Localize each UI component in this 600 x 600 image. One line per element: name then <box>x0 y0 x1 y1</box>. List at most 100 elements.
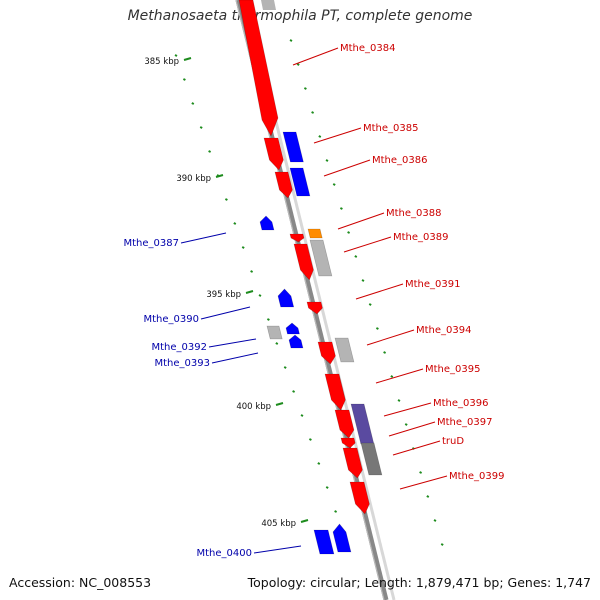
gene-leader-line <box>253 545 302 554</box>
inner-tick-dot <box>266 318 270 321</box>
outer-tick-dot <box>383 351 387 354</box>
map-title: Methanosaeta thermophila PT, complete ge… <box>127 8 473 24</box>
gene-label: Mthe_0399 <box>449 471 505 482</box>
gene-arrow-mthe-0397 <box>340 437 356 449</box>
inner-tick-dot <box>174 54 178 57</box>
gene-label: Mthe_0392 <box>152 342 208 353</box>
inner-tick-dot <box>191 102 195 105</box>
outer-tick-dot <box>419 471 423 474</box>
gene-label: Mthe_0391 <box>405 279 461 290</box>
outer-tick-dot <box>347 231 351 234</box>
scale-tick-label: 390 kbp <box>176 174 211 184</box>
inner-tick-dot <box>208 150 212 153</box>
outer-tick-dot <box>404 423 408 426</box>
gene-box-mthe-0394b <box>334 337 355 363</box>
gene-label: Mthe_0395 <box>425 364 481 375</box>
gene-box-mthe-0392 <box>266 325 283 340</box>
inner-tick-dot <box>250 270 254 273</box>
gene-box-mthe-0389b <box>309 239 333 277</box>
gene-label: Mthe_0396 <box>433 398 489 409</box>
gene-label: Mthe_0390 <box>144 314 200 325</box>
outer-tick-dot <box>318 135 322 138</box>
outer-tick-dot <box>311 111 315 114</box>
inner-tick-dot <box>233 222 237 225</box>
gene-arrow-mthe-0390 <box>277 288 295 308</box>
outer-tick-dot <box>325 159 329 162</box>
gene-arrow-mthe-0393 <box>288 334 304 349</box>
genome-summary-text: Topology: circular; Length: 1,879,471 bp… <box>247 575 591 590</box>
gene-leader-line <box>337 212 385 230</box>
outer-tick-dot <box>397 399 401 402</box>
gene-arrow-mthe-0384 <box>238 0 279 137</box>
gene-leader-line <box>208 338 257 348</box>
gene-box-mthe-0388b <box>307 228 323 239</box>
gene-box-grey <box>261 0 276 10</box>
outer-tick-dot <box>296 63 300 66</box>
inner-tick-dot <box>308 438 312 441</box>
gene-arrow-mthe-0399 <box>349 481 370 515</box>
gene-arrow-mthe-0386 <box>274 171 293 199</box>
outer-tick-dot <box>361 279 365 282</box>
outer-tick-dot <box>303 87 307 90</box>
gene-arrow-mthe-0391 <box>306 301 323 315</box>
gene-leader-line <box>180 232 227 244</box>
outer-tick-dot <box>440 543 444 546</box>
outer-tick-dot <box>368 303 372 306</box>
inner-tick-dot <box>300 414 304 417</box>
outer-tick-dot <box>375 327 379 330</box>
gene-label: Mthe_0388 <box>386 208 442 219</box>
gene-arrow-mthe-0394 <box>317 341 336 365</box>
inner-tick-dot <box>275 342 279 345</box>
gene-leader-line <box>343 236 392 253</box>
gene-arrow-mthe-0392b <box>285 322 300 335</box>
gene-label: Mthe_0385 <box>363 123 419 134</box>
accession-text: Accession: NC_008553 <box>9 575 152 590</box>
gene-leader-line <box>355 283 404 300</box>
gene-label: Mthe_0387 <box>124 238 180 249</box>
inner-tick-dot <box>241 246 245 249</box>
gene-leader-line <box>383 402 432 417</box>
scale-tick-label: 385 kbp <box>144 57 179 67</box>
inner-tick-dot <box>258 294 262 297</box>
outer-tick-dot <box>433 519 437 522</box>
gene-label: Mthe_0394 <box>416 325 472 336</box>
scale-tick <box>275 402 284 406</box>
gene-label: Mthe_0384 <box>340 43 396 54</box>
outer-tick-dot <box>390 375 394 378</box>
gene-arrow-mthe-0387 <box>259 215 275 231</box>
gene-label: truD <box>442 436 464 447</box>
gene-label: Mthe_0393 <box>155 358 211 369</box>
inner-tick-dot <box>199 126 203 129</box>
gene-box-mthe-0400 <box>313 529 335 555</box>
gene-box-mthe-0385b <box>282 131 304 163</box>
gene-label: Mthe_0400 <box>197 548 253 559</box>
scale-tick <box>215 174 224 178</box>
outer-tick-dot <box>426 495 430 498</box>
inner-tick-dot <box>334 510 338 513</box>
scale-tick <box>183 57 192 61</box>
gene-arrow-mthe-0385 <box>263 137 284 171</box>
outer-tick-dot <box>339 207 343 210</box>
gene-arrow-mthe-0395 <box>324 373 346 411</box>
scale-tick-label: 395 kbp <box>206 290 241 300</box>
gene-arrow-mthe-0400b <box>332 523 352 553</box>
gene-leader-line <box>323 159 371 177</box>
gene-leader-line <box>313 127 362 144</box>
gene-leader-line <box>375 368 424 384</box>
gene-arrow-mthe-0389 <box>293 243 314 281</box>
outer-tick-dot <box>332 183 336 186</box>
outer-tick-dot <box>354 255 358 258</box>
gene-box-mthe-0386b <box>289 167 311 197</box>
gene-label: Mthe_0386 <box>372 155 428 166</box>
scale-tick <box>300 519 309 523</box>
gene-label: Mthe_0389 <box>393 232 449 243</box>
gene-leader-line <box>388 421 436 437</box>
gene-leader-line <box>392 440 441 456</box>
gene-arrow-mthe-0388 <box>289 233 305 243</box>
gene-leader-line <box>366 329 415 346</box>
gene-label: Mthe_0397 <box>437 417 493 428</box>
gene-box-trud-b <box>360 442 383 476</box>
inner-tick-dot <box>283 366 287 369</box>
gene-arrow-trud <box>342 447 363 479</box>
